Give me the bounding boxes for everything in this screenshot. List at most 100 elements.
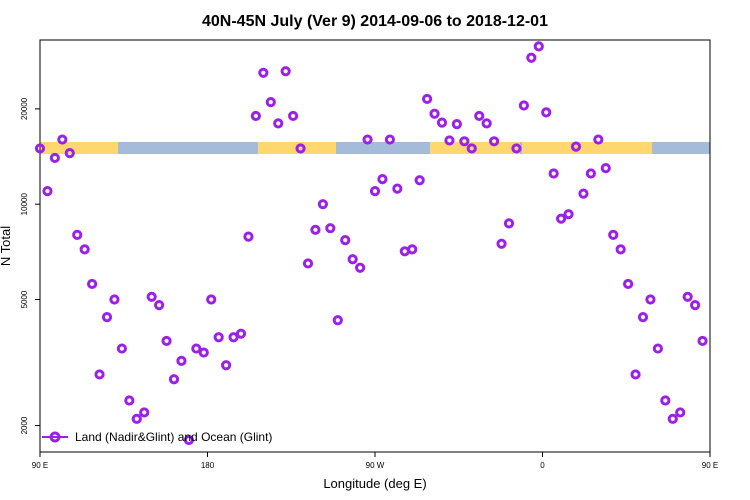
data-point — [682, 291, 693, 302]
data-point — [548, 168, 559, 179]
data-point — [474, 110, 485, 122]
x-axis-label: Longitude (deg E) — [323, 476, 426, 491]
data-point — [146, 291, 157, 302]
data-point — [288, 110, 299, 122]
data-point — [101, 312, 113, 323]
data-point — [221, 360, 232, 371]
data-point — [369, 185, 381, 197]
data-point — [168, 374, 180, 385]
land-ocean-strip — [40, 142, 710, 154]
y-axis-label: N Total — [0, 226, 13, 266]
data-point — [109, 294, 120, 305]
y-tick-label: 10000 — [20, 193, 29, 216]
data-point — [273, 118, 284, 129]
data-point — [451, 119, 462, 130]
data-point — [42, 185, 53, 197]
x-tick-label: 90 E — [702, 461, 718, 470]
data-points — [34, 41, 708, 446]
data-point — [556, 213, 567, 224]
y-tick-label: 2000 — [20, 416, 29, 434]
data-point — [422, 93, 433, 105]
data-point — [235, 328, 247, 339]
data-point — [250, 110, 261, 122]
data-point — [392, 183, 403, 194]
data-point — [496, 238, 507, 249]
y-axis: 2000 5000 10000 20000 — [20, 97, 40, 434]
data-point — [414, 175, 425, 186]
data-point — [347, 254, 358, 265]
data-point — [332, 315, 343, 326]
data-point — [690, 300, 701, 311]
data-point — [407, 244, 418, 255]
y-tick-label: 20000 — [20, 97, 29, 120]
data-point — [518, 100, 529, 111]
data-point — [64, 147, 75, 159]
data-point — [355, 262, 366, 273]
data-point — [503, 218, 515, 229]
data-point — [675, 407, 686, 418]
data-point — [436, 117, 448, 128]
data-point — [317, 199, 328, 210]
data-point — [191, 343, 202, 354]
data-point — [265, 97, 276, 108]
data-point — [243, 231, 254, 242]
data-point — [325, 223, 336, 234]
data-point — [87, 278, 98, 290]
data-point — [49, 152, 60, 164]
data-point — [176, 355, 187, 367]
x-tick-label: 0 — [540, 461, 545, 470]
data-point — [600, 163, 611, 174]
data-point — [563, 209, 574, 220]
strip-land-segment — [40, 142, 118, 154]
data-point — [198, 347, 209, 358]
data-point — [302, 258, 314, 269]
data-point — [295, 143, 306, 154]
chart-title: 40N-45N July (Ver 9) 2014-09-06 to 2018-… — [202, 13, 548, 30]
data-point — [570, 141, 582, 152]
data-point — [541, 107, 552, 118]
data-point — [466, 143, 477, 154]
data-point — [660, 395, 671, 406]
data-point — [183, 434, 194, 446]
data-point — [578, 188, 589, 199]
data-point — [206, 294, 217, 305]
data-point — [57, 134, 68, 145]
data-point — [459, 136, 470, 147]
data-point — [124, 395, 135, 406]
data-point — [213, 332, 224, 343]
y-tick-label: 5000 — [20, 290, 29, 308]
x-tick-label: 90 E — [32, 461, 48, 470]
data-point — [667, 413, 678, 424]
data-point — [526, 52, 537, 63]
data-point — [615, 244, 626, 255]
data-point — [161, 335, 172, 347]
data-point — [623, 278, 634, 290]
legend-marker — [49, 431, 61, 443]
data-point — [645, 294, 656, 305]
data-point — [511, 143, 522, 154]
data-point — [362, 134, 373, 145]
data-point — [593, 134, 604, 145]
data-point — [533, 41, 544, 52]
strip-land-segment — [522, 142, 652, 154]
data-point — [489, 136, 500, 147]
data-point — [139, 407, 150, 418]
plot-frame — [39, 39, 711, 453]
data-point — [72, 229, 83, 240]
data-point — [79, 244, 90, 255]
data-point — [154, 300, 165, 311]
data-point — [377, 174, 388, 185]
data-point — [310, 224, 321, 235]
data-point — [630, 369, 641, 380]
data-point — [652, 343, 663, 354]
data-point — [429, 108, 440, 119]
legend: Land (Nadir&Glint) and Ocean (Glint) — [42, 430, 272, 444]
data-point — [258, 67, 269, 78]
x-tick-label: 180 — [201, 461, 215, 470]
data-point — [585, 168, 596, 179]
data-point — [228, 332, 239, 343]
data-point — [116, 343, 127, 354]
data-point — [94, 369, 105, 380]
data-point — [444, 135, 455, 146]
